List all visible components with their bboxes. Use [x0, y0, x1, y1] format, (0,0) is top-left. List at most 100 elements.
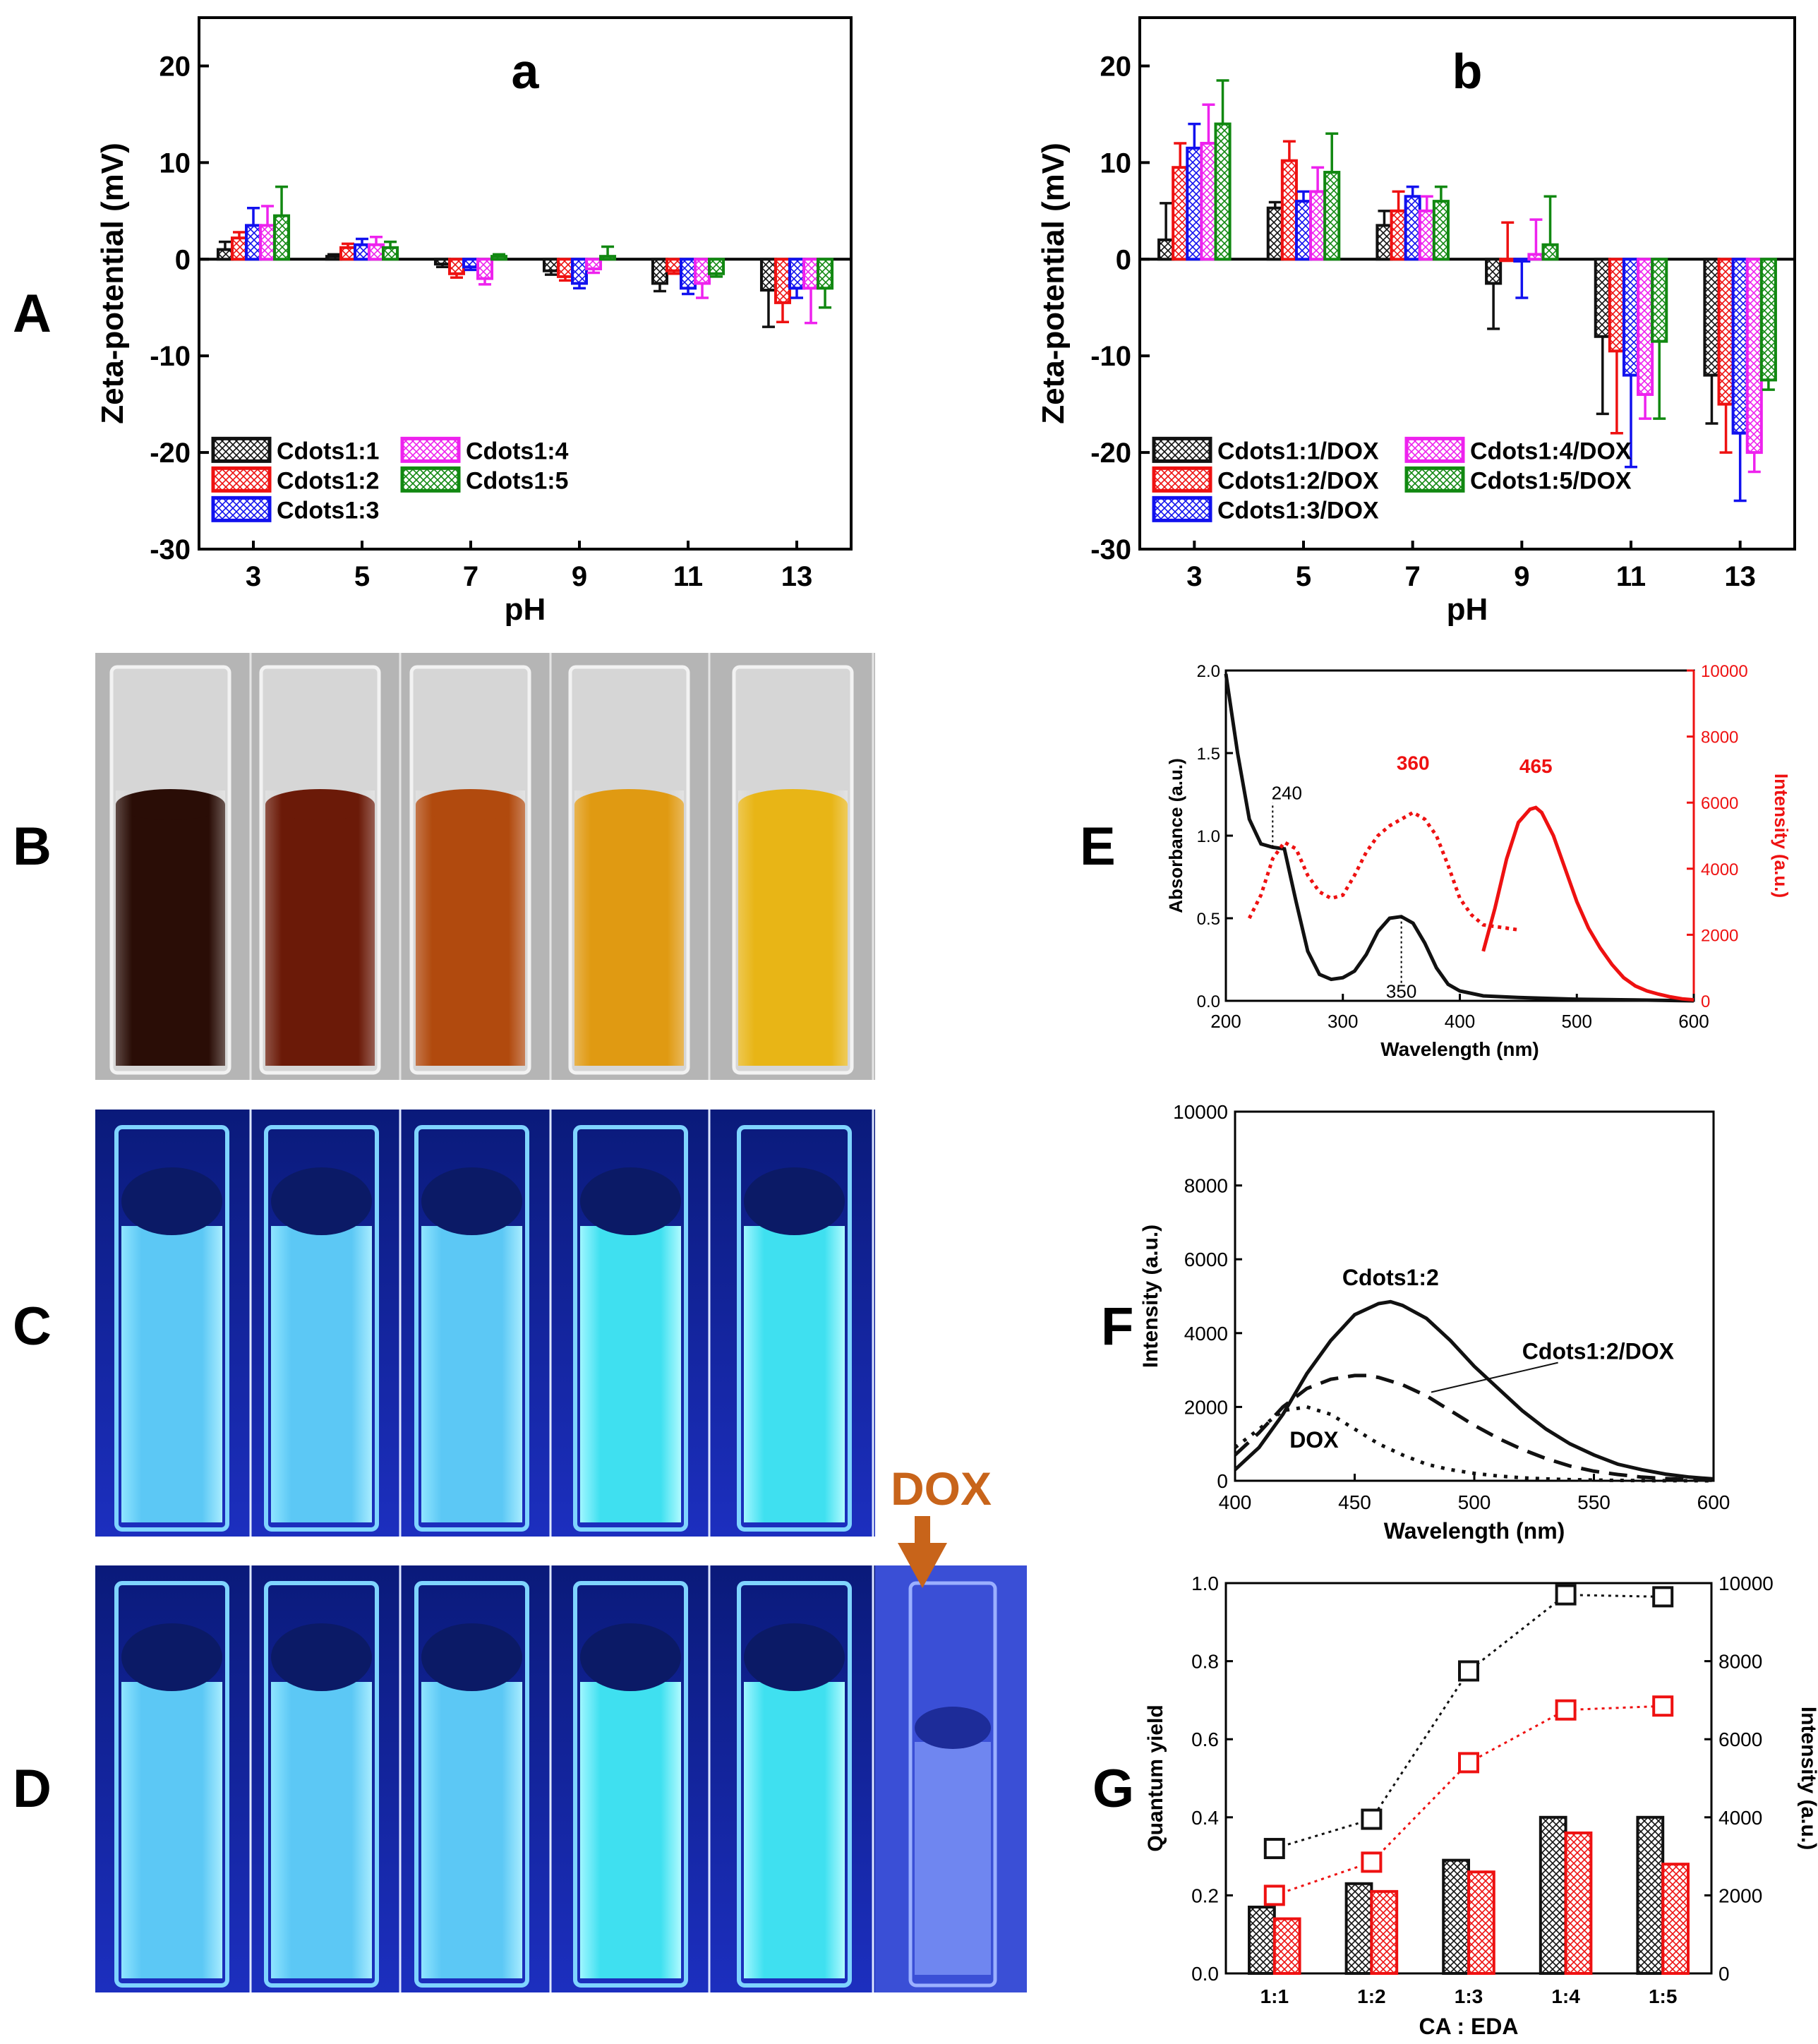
cuvette-sheen — [416, 790, 525, 1066]
zeta-chart-a: -30 -20 -10 0 10 20 3 5 7 9 11 13 a pH Zeta-potential … — [95, 16, 853, 627]
bar — [1390, 209, 1407, 261]
plot-frame — [198, 16, 853, 551]
bar — [1608, 258, 1625, 353]
x-tick-label: 13 — [781, 561, 813, 592]
x-tick-label: 3 — [246, 561, 261, 592]
bar — [1703, 258, 1721, 377]
bar — [216, 248, 234, 261]
legend-label: Cdots1:3 — [277, 497, 379, 524]
intensity-marker — [1263, 1838, 1285, 1860]
bar — [476, 258, 494, 280]
series-line — [1234, 1299, 1714, 1481]
y2-tick-label: 8000 — [1718, 1651, 1762, 1673]
meniscus — [744, 1623, 845, 1691]
y-tick-label: -20 — [1090, 438, 1131, 469]
bar — [759, 258, 777, 292]
bar — [1375, 224, 1393, 261]
x-axis-label: pH — [1447, 592, 1488, 627]
y-tick-label: 0.8 — [1191, 1651, 1219, 1673]
legend-label: Cdots1:3/DOX — [1217, 497, 1379, 524]
bar — [490, 255, 508, 261]
bar — [325, 255, 342, 261]
bar — [433, 258, 451, 266]
bar — [462, 258, 480, 269]
y-tick-label: 20 — [159, 51, 191, 82]
plot-frame — [1224, 669, 1695, 1002]
x-tick-label: 300 — [1328, 1011, 1358, 1032]
legend-swatch — [1152, 466, 1212, 493]
bar — [1527, 253, 1545, 261]
bar — [368, 243, 385, 261]
dox-arrow-shaft — [915, 1516, 930, 1544]
bar — [817, 258, 834, 290]
meniscus — [580, 1623, 681, 1691]
cuvette-liquid — [121, 1226, 222, 1522]
bar — [1717, 258, 1735, 406]
bar — [665, 258, 682, 272]
y-tick-label: 0 — [1217, 1470, 1228, 1492]
cuvette-glass — [114, 1125, 229, 1532]
intensity-marker — [1652, 1586, 1674, 1608]
y-tick-label: 10 — [1100, 148, 1132, 179]
quantum-yield-chart-G: 0.0 0.2 0.4 0.6 0.8 1.0 0 2000 4000 6000 8000 10000… — [1144, 1573, 1818, 2039]
y2-tick-label: 2000 — [1718, 1884, 1762, 1906]
y-axis-label: Quantum yield — [1144, 1705, 1167, 1851]
y-tick-label: 10 — [159, 148, 191, 179]
cuvette-liquid — [580, 1226, 681, 1522]
bar — [1157, 238, 1175, 261]
x-tick-label: 1:1 — [1260, 1985, 1289, 2007]
bar — [1418, 209, 1435, 261]
y-axis-label: Zeta-potential (mV) — [95, 143, 130, 423]
y-tick-label: 0 — [1116, 244, 1131, 275]
panel-label-E: E — [1080, 817, 1116, 877]
cuvette-glass — [114, 1581, 229, 1988]
y-tick-label: 1.5 — [1197, 745, 1220, 764]
y2-tick-label: 4000 — [1701, 860, 1738, 879]
y-tick-label: 0.4 — [1191, 1807, 1219, 1829]
y-tick-label: 2.0 — [1197, 662, 1220, 681]
intensity-marker — [1555, 1699, 1577, 1721]
y-axis-label: Zeta-potential (mV) — [1036, 143, 1071, 423]
x-tick-label: 5 — [354, 561, 370, 592]
bar — [1539, 1815, 1567, 1976]
bar — [447, 258, 465, 275]
legend-label: Cdots1:4 — [466, 438, 569, 464]
spectra-chart-E: 200 300 400 500 600 0.0 0.5 1.0 1.5 2.0 0 2000 4000 6… — [1165, 662, 1792, 1060]
panel-label-G: G — [1092, 1759, 1134, 1819]
y-tick-label: 4000 — [1184, 1323, 1228, 1345]
bar — [694, 258, 711, 285]
cuvette-glass — [737, 1581, 852, 1988]
x-tick-label: 1:4 — [1551, 1985, 1580, 2007]
y2-tick-label: 0 — [1718, 1963, 1730, 1985]
cuvette-glass — [737, 1125, 852, 1532]
bar — [1651, 258, 1668, 343]
plot-frame — [1234, 1110, 1715, 1482]
x-tick-label: 9 — [572, 561, 587, 592]
bar — [1344, 1882, 1373, 1976]
bar — [1636, 1815, 1665, 1976]
legend-swatch — [1152, 436, 1212, 463]
x-axis-label: Wavelength (nm) — [1380, 1038, 1539, 1060]
dox-arrow: DOX — [891, 1462, 992, 1588]
cuvette-glass — [414, 1125, 529, 1532]
bar — [788, 258, 806, 290]
intensity-marker — [1458, 1660, 1479, 1682]
bar — [353, 243, 371, 261]
y-tick-label: 1.0 — [1197, 827, 1220, 846]
bar — [1266, 206, 1284, 261]
bar — [651, 258, 668, 285]
y-axis-label: Absorbance (a.u.) — [1165, 758, 1186, 913]
y-tick-label: 0 — [175, 244, 191, 275]
bar — [1467, 1870, 1495, 1975]
y2-axis-label: Intensity (a.u.) — [1771, 774, 1792, 898]
bar — [1186, 146, 1203, 261]
x-tick-label: 1:5 — [1649, 1985, 1677, 2007]
label-leader — [1431, 1361, 1558, 1393]
photo-row-B — [95, 653, 875, 1080]
cuvette-sheen — [265, 790, 375, 1066]
cuvette-glass — [908, 1581, 997, 1988]
cuvette-liquid — [744, 1226, 845, 1522]
panel-label-F: F — [1101, 1297, 1133, 1357]
photo-row-D — [95, 1565, 1027, 1992]
meniscus — [580, 1167, 681, 1235]
